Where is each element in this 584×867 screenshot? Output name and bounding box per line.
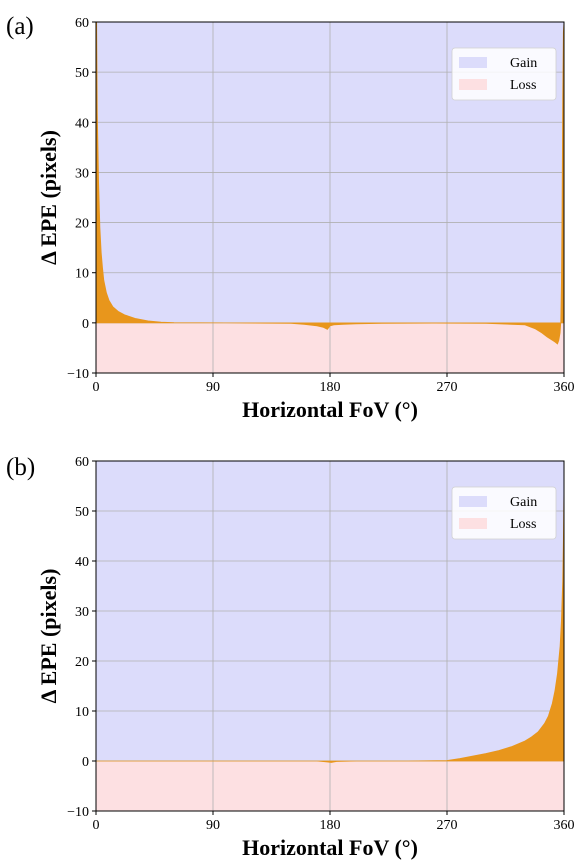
- y-tick-label: 20: [75, 217, 89, 232]
- y-tick-label: 20: [75, 655, 89, 670]
- y-tick-label: 30: [75, 605, 89, 620]
- legend-swatch-loss: [459, 518, 487, 529]
- x-tick-label: 360: [554, 380, 575, 395]
- x-tick-label: 270: [437, 380, 458, 395]
- x-axis-label: Horizontal FoV (°): [242, 835, 418, 860]
- panel-label: (b): [6, 454, 35, 481]
- y-tick-label: 30: [75, 166, 89, 181]
- x-tick-label: 90: [206, 818, 220, 833]
- y-tick-label: −10: [67, 805, 89, 820]
- y-tick-label: 50: [75, 66, 89, 81]
- x-tick-label: 180: [320, 818, 341, 833]
- legend-label-gain: Gain: [510, 495, 537, 510]
- y-axis-label: Δ EPE (pixels): [36, 569, 61, 704]
- y-tick-label: 10: [75, 705, 89, 720]
- y-tick-label: 0: [82, 755, 89, 770]
- legend-label-gain: Gain: [510, 56, 537, 71]
- y-tick-label: 10: [75, 267, 89, 282]
- y-tick-label: 40: [75, 116, 89, 131]
- y-tick-label: −10: [67, 367, 89, 382]
- panel-label: (a): [6, 13, 34, 40]
- legend-swatch-loss: [459, 79, 487, 90]
- legend-label-loss: Loss: [510, 78, 536, 93]
- legend-box: [451, 47, 557, 101]
- x-tick-label: 0: [93, 380, 100, 395]
- x-tick-label: 0: [93, 818, 100, 833]
- delta-epe-area: [96, 22, 564, 345]
- y-tick-label: 0: [82, 317, 89, 332]
- panel-b: 0 90 180 270 360 −10 0 10 20 30 40 50 60 Horizontal F…: [6, 454, 575, 860]
- y-axis-label: Δ EPE (pixels): [36, 130, 61, 265]
- legend-box: [451, 486, 557, 540]
- y-tick-label: 50: [75, 505, 89, 520]
- x-tick-label: 270: [437, 818, 458, 833]
- legend-label-loss: Loss: [510, 517, 536, 532]
- x-axis-label: Horizontal FoV (°): [242, 397, 418, 422]
- y-tick-label: 40: [75, 555, 89, 570]
- x-tick-label: 180: [320, 380, 341, 395]
- legend-swatch-gain: [459, 57, 487, 68]
- y-tick-label: 60: [75, 16, 89, 31]
- panel-a: 0 90 180 270 360 −10 0 10 20 30 40 50 60 Horizontal F…: [6, 13, 575, 422]
- legend: Gain Loss: [451, 486, 557, 540]
- y-tick-label: 60: [75, 455, 89, 470]
- x-tick-label: 360: [554, 818, 575, 833]
- legend: Gain Loss: [451, 47, 557, 101]
- legend-swatch-gain: [459, 496, 487, 507]
- x-tick-label: 90: [206, 380, 220, 395]
- delta-epe-area: [96, 485, 564, 763]
